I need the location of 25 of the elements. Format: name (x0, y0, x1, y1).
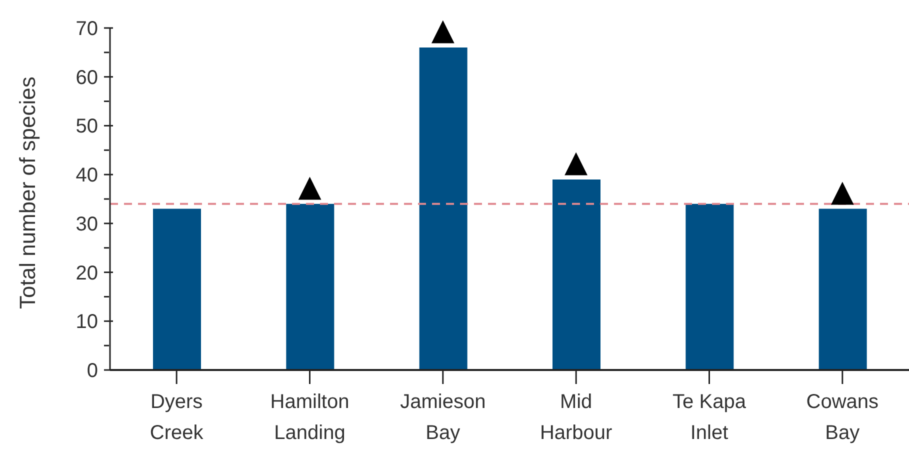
bar (552, 179, 600, 370)
y-tick-label: 50 (76, 116, 98, 138)
annotation: ▲ (564, 144, 588, 180)
x-tick-label: Te Kapa Inlet (672, 391, 747, 444)
x-tick-label: Jamieson Bay (400, 391, 486, 444)
bar (818, 208, 867, 370)
y-tick-label: 10 (76, 311, 98, 334)
y-tick-label: 0 (86, 360, 98, 382)
y-tick-label: 20 (76, 262, 98, 284)
annotation: ▲ (431, 12, 454, 48)
x-tick-label: Mid Harbour (540, 391, 613, 444)
x-tick-label: Cowans Bay (806, 391, 879, 444)
y-tick-label: 60 (76, 66, 98, 89)
bar (686, 204, 734, 370)
annotation: ▲ (830, 174, 854, 209)
x-tick-label: Dyers Creek (150, 391, 204, 444)
bar (286, 204, 334, 370)
y-tick-label: 70 (76, 18, 98, 40)
y-tick-label: 30 (76, 213, 98, 236)
y-tick-label: 40 (76, 164, 98, 187)
annotation: ▲ (298, 168, 322, 204)
bar (419, 48, 468, 370)
y-axis-title: Total number of species (14, 76, 40, 309)
x-tick-label: Hamilton Landing (270, 391, 350, 444)
bar (153, 208, 201, 370)
